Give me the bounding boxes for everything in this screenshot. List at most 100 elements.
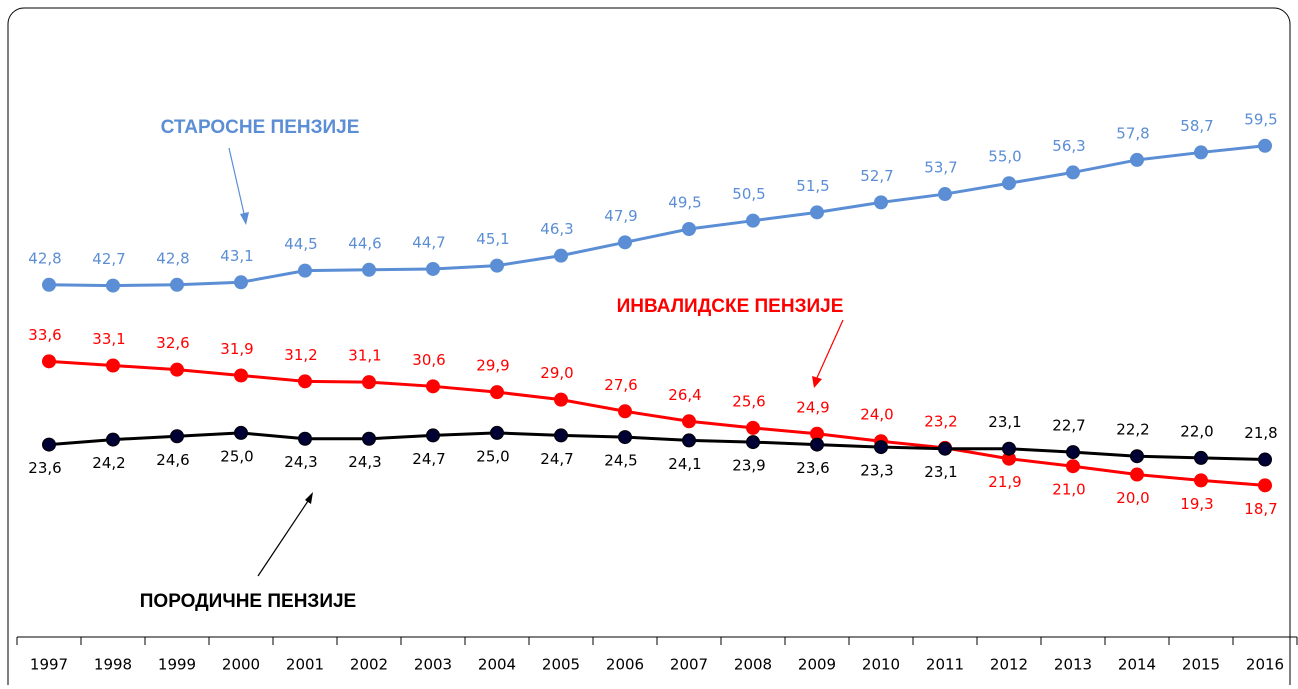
data-point <box>938 187 952 202</box>
data-point <box>42 277 56 292</box>
x-tick-label: 2005 <box>542 656 580 674</box>
data-point <box>106 278 120 293</box>
data-label: 20,0 <box>1116 489 1149 507</box>
x-tick-label: 2010 <box>862 656 900 674</box>
data-label: 22,2 <box>1116 421 1149 439</box>
x-tick-label: 2007 <box>670 656 708 674</box>
series-annotation: ПОРОДИЧНЕ ПЕНЗИЈЕ <box>140 591 356 612</box>
data-label: 24,7 <box>540 450 573 468</box>
data-point <box>170 429 184 444</box>
data-point <box>554 392 568 407</box>
x-tick-label: 2013 <box>1054 656 1092 674</box>
data-label: 33,1 <box>92 330 125 348</box>
data-label: 23,6 <box>796 459 829 477</box>
data-label: 24,9 <box>796 398 829 416</box>
x-tick-label: 1998 <box>94 656 132 674</box>
data-label: 44,6 <box>348 234 381 252</box>
data-point <box>618 404 632 419</box>
annotation-arrow <box>815 319 844 381</box>
data-label: 56,3 <box>1052 137 1085 155</box>
data-point <box>618 430 632 445</box>
data-point <box>618 235 632 250</box>
data-label: 33,6 <box>28 326 61 344</box>
data-point <box>1130 467 1144 482</box>
data-label: 23,2 <box>924 412 957 430</box>
data-point <box>298 263 312 278</box>
data-point <box>234 275 248 290</box>
data-point <box>746 420 760 435</box>
data-label: 29,0 <box>540 364 573 382</box>
data-label: 18,7 <box>1244 500 1277 518</box>
data-label: 24,1 <box>668 455 701 473</box>
data-point <box>874 440 888 455</box>
data-label: 57,8 <box>1116 124 1149 142</box>
data-point <box>1194 450 1208 465</box>
data-point <box>426 379 440 394</box>
arrow-head <box>240 212 249 225</box>
arrow-head <box>305 492 313 504</box>
data-label: 31,2 <box>284 346 317 364</box>
series-line <box>48 144 1266 288</box>
data-point <box>490 385 504 400</box>
data-label: 45,1 <box>476 230 509 248</box>
data-label: 24,5 <box>604 452 637 470</box>
data-point <box>362 262 376 277</box>
data-label: 25,0 <box>220 447 253 465</box>
data-label: 24,7 <box>412 450 445 468</box>
x-tick-label: 2009 <box>798 656 836 674</box>
data-point <box>1066 459 1080 474</box>
x-tick-label: 2014 <box>1118 656 1156 674</box>
data-label: 22,0 <box>1180 422 1213 440</box>
data-label: 25,0 <box>476 447 509 465</box>
data-point <box>1258 478 1272 493</box>
data-point <box>1066 445 1080 460</box>
data-label: 23,1 <box>924 463 957 481</box>
data-point <box>554 248 568 263</box>
data-point <box>362 431 376 446</box>
data-point <box>490 258 504 273</box>
data-label: 24,6 <box>156 451 189 469</box>
data-point <box>810 437 824 452</box>
x-tick-label: 2006 <box>606 656 644 674</box>
data-point <box>42 437 56 452</box>
data-label: 24,3 <box>348 453 381 471</box>
data-label: 51,5 <box>796 177 829 195</box>
data-point <box>1066 165 1080 180</box>
data-point <box>106 432 120 447</box>
data-point <box>362 375 376 390</box>
data-label: 27,6 <box>604 376 637 394</box>
x-tick-label: 1997 <box>30 656 68 674</box>
data-label: 42,7 <box>92 250 125 268</box>
x-tick-label: 2015 <box>1182 656 1220 674</box>
data-point <box>106 358 120 373</box>
data-point <box>298 431 312 446</box>
data-label: 30,6 <box>412 351 445 369</box>
annotations: СТАРОСНЕ ПЕНЗИЈЕ ИНВАЛИДСКЕ ПЕНЗИЈЕ ПОРО… <box>140 117 844 612</box>
annotation-arrow <box>228 147 246 219</box>
data-point <box>298 374 312 389</box>
data-label: 21,9 <box>988 473 1021 491</box>
data-point <box>682 414 696 429</box>
x-tick-label: 2003 <box>414 656 452 674</box>
data-label: 32,6 <box>156 334 189 352</box>
data-point <box>1130 152 1144 167</box>
annotation-arrow <box>257 497 311 577</box>
data-label: 21,0 <box>1052 481 1085 499</box>
data-label: 50,5 <box>732 185 765 203</box>
x-tick-label: 2000 <box>222 656 260 674</box>
data-label: 58,7 <box>1180 117 1213 135</box>
data-label: 25,6 <box>732 392 765 410</box>
data-point <box>1002 441 1016 456</box>
data-label: 44,7 <box>412 233 445 251</box>
data-label: 42,8 <box>156 249 189 267</box>
data-point <box>554 428 568 443</box>
data-point <box>1258 138 1272 153</box>
data-label: 53,7 <box>924 159 957 177</box>
data-label: 59,5 <box>1244 110 1277 128</box>
data-point <box>1194 145 1208 160</box>
data-label: 22,7 <box>1052 417 1085 435</box>
data-label: 23,1 <box>988 413 1021 431</box>
data-label: 49,5 <box>668 194 701 212</box>
data-point <box>810 205 824 220</box>
